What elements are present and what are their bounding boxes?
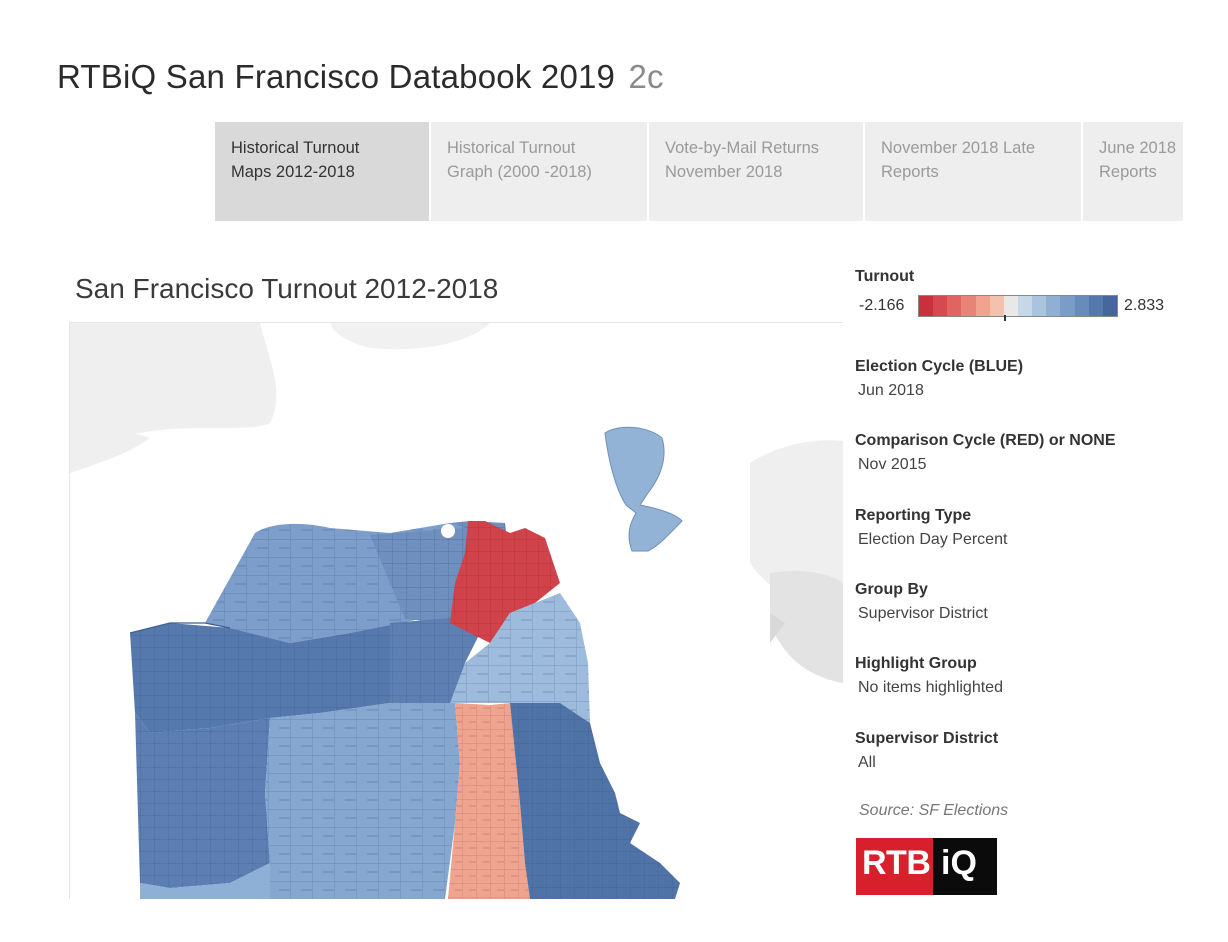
filter-comparison-cycle: Comparison Cycle (RED) or NONE Nov 2015 [855,432,1115,474]
tab-historical-turnout-maps[interactable]: Historical Turnout Maps 2012-2018 [215,122,429,221]
tab-label-line1: Vote-by-Mail Returns [665,139,820,157]
map-title: San Francisco Turnout 2012-2018 [75,273,499,304]
tab-historical-turnout-graph[interactable]: Historical Turnout Graph (2000 -2018) [431,122,647,221]
page-title: RTBiQ San Francisco Databook 2019 2c [57,58,664,96]
tab-november-2018-late-reports[interactable]: November 2018 Late Reports [865,122,1081,221]
tab-label-line1: November 2018 Late [881,139,1036,157]
marin-land [70,323,277,453]
turnout-legend: -2.166 2.833 [855,295,1185,321]
tab-label-line2: November 2018 [665,163,783,181]
filter-election-cycle: Election Cycle (BLUE) Jun 2018 [855,358,1023,400]
filter-label: Reporting Type [855,507,972,524]
tab-label-line1: June 2018 [1099,139,1177,157]
legend-max-value: 2.833 [1124,297,1165,314]
filter-value[interactable]: Jun 2018 [858,382,924,399]
logo-iq: iQ [933,838,997,895]
legend-color-ramp [918,295,1118,317]
legend-swatch [933,296,948,316]
tab-label-line2: Graph (2000 -2018) [447,163,592,181]
oakland-land [770,571,843,683]
filter-value[interactable]: Election Day Percent [858,531,1008,548]
legend-swatch [1060,296,1075,316]
filter-supervisor-district: Supervisor District All [855,730,998,772]
legend-swatch [1003,296,1018,316]
filter-highlight-group: Highlight Group No items highlighted [855,655,1003,697]
tab-label-line2: Reports [881,163,939,181]
tab-bar: Historical Turnout Maps 2012-2018 Histor… [215,122,1183,221]
logo-rtb: RTB [856,838,933,895]
legend-swatch [919,296,934,316]
tab-label-line1: Historical Turnout [231,139,360,157]
legend-min-value: -2.166 [859,297,905,314]
filter-value[interactable]: Supervisor District [858,605,988,622]
marin-land-east [330,323,490,350]
legend-swatch [975,296,990,316]
legend-swatch [1074,296,1089,316]
filter-reporting-type: Reporting Type Election Day Percent [855,507,1007,549]
turnout-map[interactable] [69,322,843,899]
side-panel: Turnout -2.166 2.833 [855,268,1185,321]
rtbiq-logo: RTB iQ [856,838,997,895]
legend-marker [1004,315,1006,321]
fort-mason-marker [441,524,455,538]
region-lake-merced [140,863,270,899]
tab-label-line2: Reports [1099,163,1157,181]
legend-swatch [1032,296,1047,316]
filter-label: Group By [855,581,928,598]
tab-label-line2: Maps 2012-2018 [231,163,355,181]
tab-vote-by-mail-returns[interactable]: Vote-by-Mail Returns November 2018 [649,122,863,221]
legend-swatch [1088,296,1103,316]
legend-swatch [1046,296,1061,316]
filter-group-by: Group By Supervisor District [855,581,988,623]
legend-swatch [1017,296,1033,316]
filter-value[interactable]: Nov 2015 [858,456,927,473]
filter-label: Highlight Group [855,655,977,672]
tab-june-2018-reports[interactable]: June 2018 Reports [1083,122,1183,221]
title-subtitle: 2c [628,58,664,95]
map-canvas [70,323,843,899]
filter-label: Election Cycle (BLUE) [855,358,1024,375]
source-note: Source: SF Elections [859,802,1009,819]
filter-label: Comparison Cycle (RED) or NONE [855,432,1116,449]
title-text: RTBiQ San Francisco Databook 2019 [57,58,616,95]
legend-swatch [1102,296,1117,316]
filter-value[interactable]: No items highlighted [858,679,1003,696]
legend-swatch [947,296,962,316]
legend-swatch [989,296,1004,316]
headlands-land [70,427,150,473]
treasure-island-region [604,426,683,552]
pier-shape [770,613,785,643]
filter-label: Supervisor District [855,730,999,747]
tab-label-line1: Historical Turnout [447,139,576,157]
legend-title: Turnout [855,268,915,285]
filter-value[interactable]: All [858,754,876,771]
legend-swatch [961,296,976,316]
